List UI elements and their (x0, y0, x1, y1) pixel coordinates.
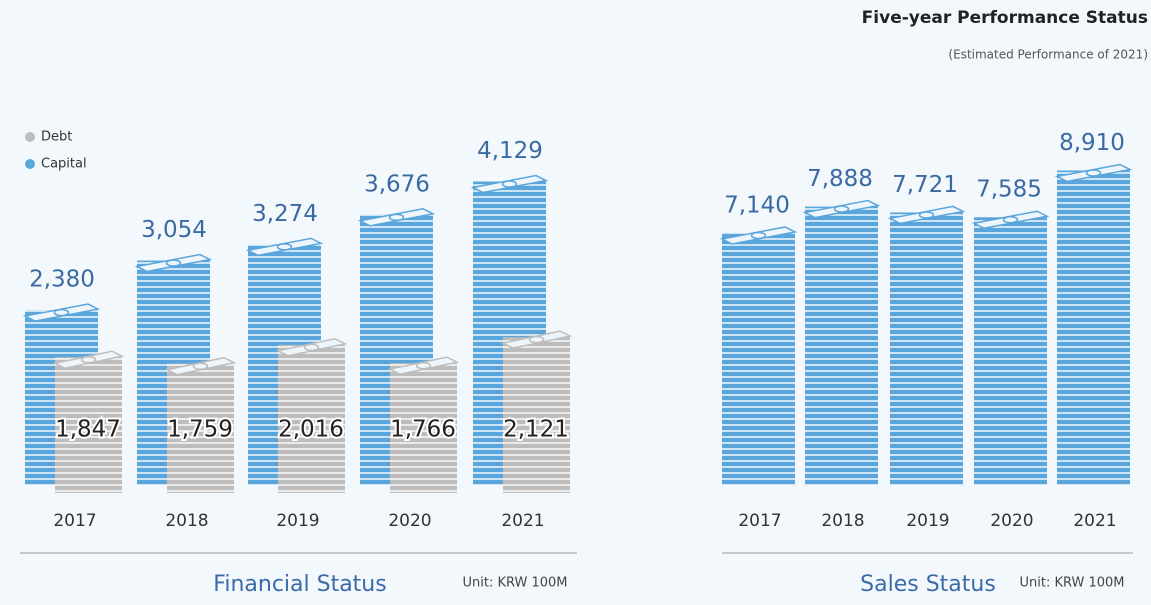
x-tick-label: 2017 (53, 511, 96, 531)
legend-swatch (25, 132, 35, 142)
value-label: 1,766 (390, 417, 456, 443)
value-label: 7,140 (724, 192, 790, 218)
value-label: 2,380 (29, 267, 95, 293)
legend-swatch (25, 159, 35, 169)
page: Five-year Performance Status (Estimated … (0, 0, 1151, 605)
x-tick-label: 2017 (738, 511, 781, 531)
value-label: 2,016 (278, 417, 344, 443)
page-subtitle: (Estimated Performance of 2021) (948, 48, 1148, 62)
page-title: Five-year Performance Status (862, 8, 1148, 28)
value-label: 2,121 (503, 417, 569, 443)
value-label: 7,888 (807, 166, 873, 192)
value-label: 8,910 (1059, 130, 1125, 156)
unit-label: Unit: KRW 100M (462, 576, 567, 591)
value-label: 3,274 (252, 201, 318, 227)
x-tick-label: 2019 (276, 511, 319, 531)
legend-label: Debt (41, 130, 72, 145)
x-tick-label: 2020 (990, 511, 1033, 531)
chart-title: Sales Status (860, 572, 996, 597)
x-tick-label: 2018 (821, 511, 864, 531)
value-label: 1,759 (167, 417, 233, 443)
x-tick-label: 2020 (388, 511, 431, 531)
value-label: 1,847 (55, 417, 121, 443)
chart-title: Financial Status (213, 572, 386, 597)
value-label: 7,585 (976, 177, 1042, 203)
legend-label: Capital (41, 157, 87, 172)
value-label: 4,129 (477, 138, 543, 164)
x-tick-label: 2021 (1073, 511, 1116, 531)
value-label: 3,054 (141, 217, 207, 243)
x-tick-label: 2019 (906, 511, 949, 531)
bar-stripes (805, 207, 878, 485)
bar-stripes (722, 233, 795, 485)
bar-stripes (1057, 170, 1130, 485)
x-tick-label: 2018 (165, 511, 208, 531)
unit-label: Unit: KRW 100M (1019, 576, 1124, 591)
bar-stripes (974, 217, 1047, 485)
value-label: 7,721 (892, 172, 958, 198)
value-label: 3,676 (364, 171, 430, 197)
x-tick-label: 2021 (501, 511, 544, 531)
bar-stripes (503, 337, 570, 493)
bar-stripes (890, 212, 963, 485)
